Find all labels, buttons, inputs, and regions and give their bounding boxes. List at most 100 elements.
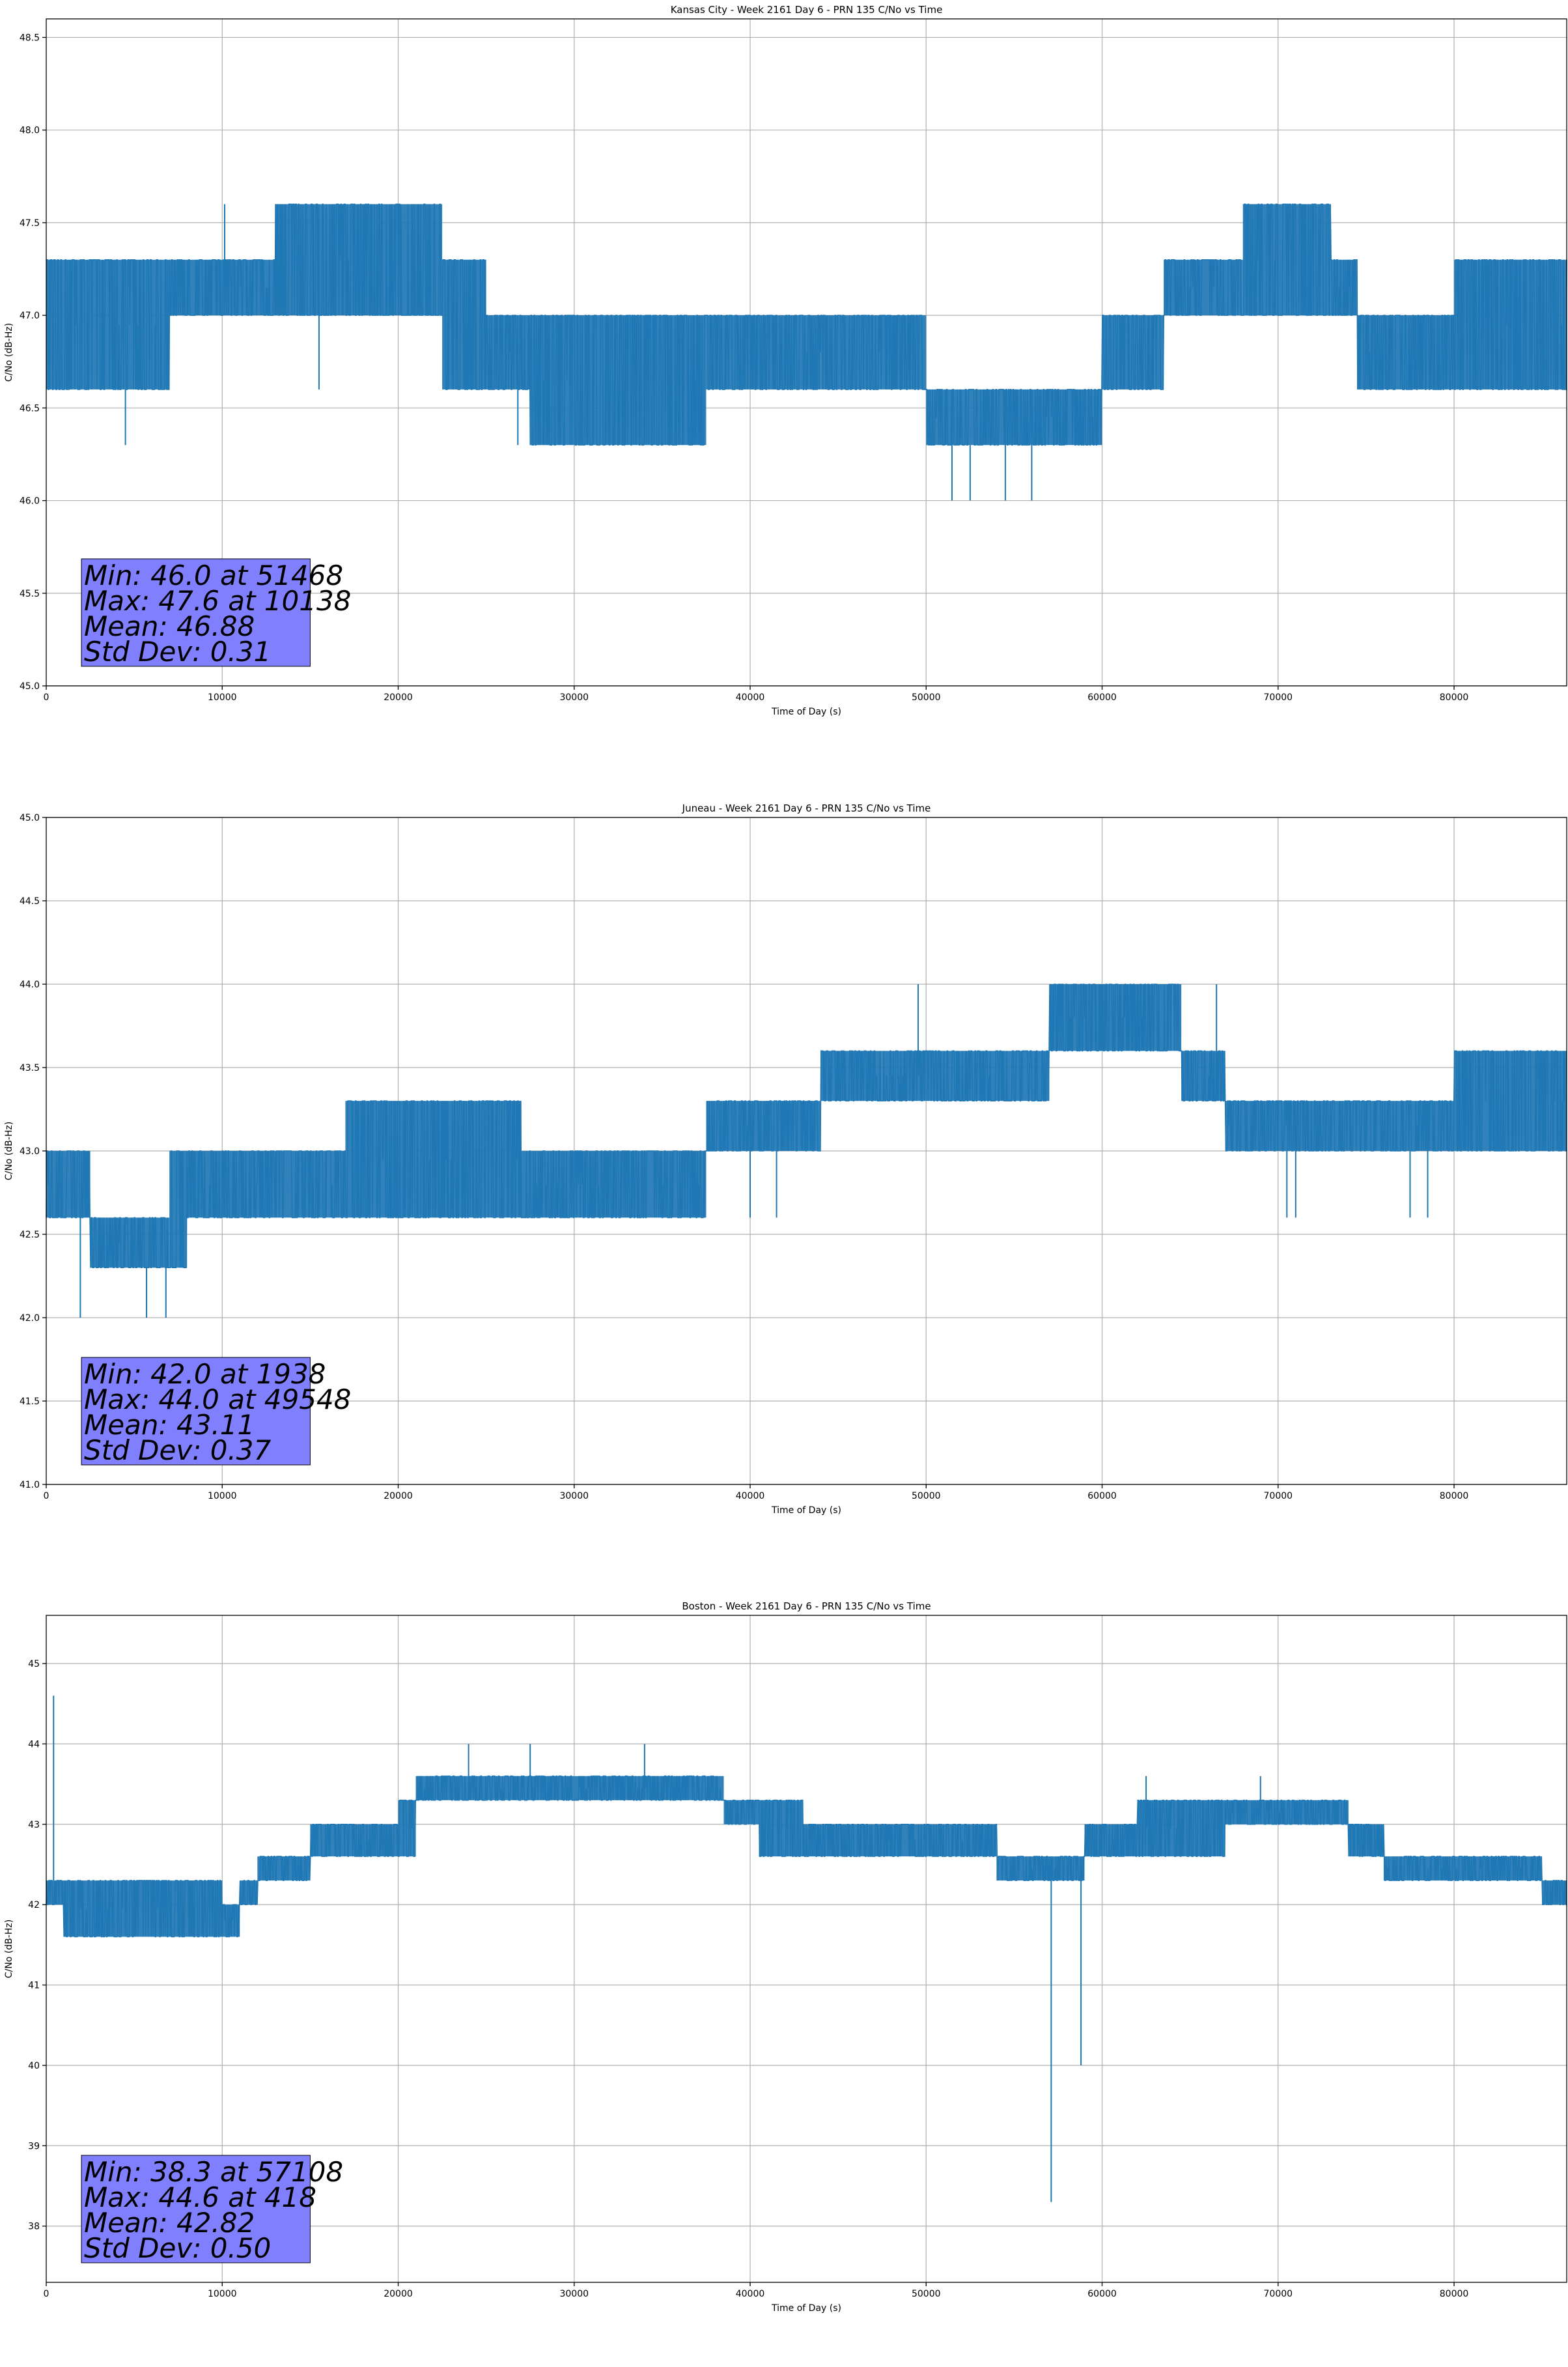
series-band bbox=[618, 315, 707, 446]
x-tick-label: 0 bbox=[44, 1491, 49, 1501]
y-tick-label: 42 bbox=[28, 1900, 40, 1910]
series-c-no bbox=[46, 203, 1567, 501]
x-axis: 0 10000 20000 30000 40000 50000 60000 70000 8000… bbox=[44, 1484, 1468, 1516]
series-band bbox=[1225, 1800, 1313, 1824]
stats-mean: Mean: 43.11 bbox=[84, 1409, 255, 1441]
series-band bbox=[134, 259, 170, 390]
stats-std-dev: Std Dev: 0.37 bbox=[84, 1434, 271, 1466]
series-band bbox=[1164, 259, 1243, 316]
chart-title: Juneau - Week 2161 Day 6 - PRN 135 C/No … bbox=[682, 802, 931, 814]
x-tick-label: 50000 bbox=[912, 1491, 941, 1501]
chart-title: Boston - Week 2161 Day 6 - PRN 135 C/No … bbox=[682, 1600, 931, 1612]
y-axis-label: C/No (dB-Hz) bbox=[4, 1122, 14, 1180]
series-band bbox=[706, 1101, 804, 1151]
x-tick-label: 40000 bbox=[736, 1491, 765, 1501]
series-band bbox=[169, 1151, 188, 1268]
series-band bbox=[803, 1824, 909, 1857]
x-axis-label: Time of Day (s) bbox=[771, 1505, 841, 1516]
y-axis-label: C/No (dB-Hz) bbox=[4, 1920, 14, 1978]
series-band bbox=[1383, 1856, 1455, 1881]
series-c-no bbox=[46, 1695, 1567, 2202]
chart-svg: Juneau - Week 2161 Day 6 - PRN 135 C/No … bbox=[4, 802, 1567, 1516]
series-band bbox=[803, 1101, 821, 1151]
series-band bbox=[1031, 1051, 1050, 1101]
series-band bbox=[486, 315, 531, 390]
plot-frame bbox=[46, 18, 1567, 687]
series-band bbox=[90, 1217, 170, 1268]
y-tick-label: 47.5 bbox=[20, 218, 40, 229]
series-band bbox=[1454, 1051, 1567, 1151]
stats-min: Min: 38.3 at 57108 bbox=[84, 2156, 343, 2188]
series-band bbox=[415, 1776, 504, 1800]
series-band bbox=[1348, 259, 1358, 316]
y-tick-label: 46.5 bbox=[20, 403, 40, 414]
x-tick-label: 50000 bbox=[912, 692, 941, 703]
y-tick-label: 45 bbox=[28, 1659, 40, 1669]
x-tick-label: 80000 bbox=[1440, 2289, 1469, 2299]
y-tick-label: 45.0 bbox=[20, 813, 40, 823]
y-tick-label: 43.5 bbox=[20, 1063, 40, 1073]
series-band bbox=[354, 1824, 399, 1857]
chart-title: Kansas City - Week 2161 Day 6 - PRN 135 … bbox=[671, 4, 943, 16]
y-tick-label: 41 bbox=[28, 1981, 40, 1991]
y-tick-label: 48.5 bbox=[20, 33, 40, 43]
series-band bbox=[1084, 389, 1102, 446]
series-band bbox=[1137, 1800, 1225, 1857]
y-tick-label: 45.5 bbox=[20, 589, 40, 599]
series-band bbox=[46, 259, 135, 390]
series-band bbox=[1542, 1880, 1567, 1905]
series-band bbox=[1155, 315, 1164, 390]
series-band bbox=[723, 1800, 759, 1824]
series-band bbox=[328, 1151, 346, 1218]
series-band bbox=[1049, 984, 1173, 1051]
series-band bbox=[169, 259, 275, 316]
y-tick-label: 41.0 bbox=[20, 1480, 40, 1490]
series-band bbox=[240, 1880, 258, 1905]
series-band bbox=[187, 1151, 328, 1218]
y-tick-label: 44 bbox=[28, 1739, 40, 1750]
x-tick-label: 30000 bbox=[559, 2289, 589, 2299]
series-band bbox=[1102, 315, 1155, 390]
series-band bbox=[697, 1151, 707, 1218]
series-band bbox=[908, 1824, 997, 1857]
x-tick-label: 70000 bbox=[1264, 2289, 1293, 2299]
x-tick-label: 20000 bbox=[384, 1491, 413, 1501]
x-axis: 0 10000 20000 30000 40000 50000 60000 70000 8000… bbox=[44, 686, 1468, 717]
series-band bbox=[204, 1880, 223, 1937]
stats-box-background bbox=[81, 2155, 311, 2263]
series-band bbox=[301, 1856, 311, 1881]
stats-std-dev: Std Dev: 0.31 bbox=[84, 636, 271, 668]
series-band bbox=[1172, 984, 1182, 1051]
y-tick-label: 47.0 bbox=[20, 311, 40, 321]
series-band bbox=[222, 1905, 236, 1937]
series-band bbox=[442, 259, 486, 390]
x-tick-label: 10000 bbox=[208, 1491, 237, 1501]
y-tick-label: 38 bbox=[28, 2222, 40, 2232]
series-band bbox=[1067, 1856, 1085, 1881]
series-band bbox=[873, 1051, 882, 1101]
x-tick-label: 0 bbox=[44, 692, 49, 703]
x-tick-label: 60000 bbox=[1087, 2289, 1117, 2299]
series-band bbox=[236, 1905, 240, 1937]
y-axis: 38 39 40 41 42 43 44 45 C/No (dB-Hz) bbox=[4, 1659, 46, 2232]
y-axis-label: C/No (dB-Hz) bbox=[4, 323, 14, 382]
series-band bbox=[415, 204, 443, 316]
series-band bbox=[926, 389, 1015, 446]
series-band bbox=[1014, 389, 1085, 446]
stats-mean: Mean: 42.82 bbox=[84, 2207, 255, 2239]
x-tick-label: 30000 bbox=[559, 692, 589, 703]
y-axis: 45.0 45.5 46.0 46.5 47.0 47.5 48.0 48.5 C/No (dB… bbox=[4, 33, 46, 692]
series-band bbox=[1365, 1101, 1455, 1151]
stats-std-dev: Std Dev: 0.50 bbox=[84, 2232, 271, 2264]
series-band bbox=[1454, 259, 1567, 390]
x-tick-label: 40000 bbox=[736, 2289, 765, 2299]
x-tick-label: 10000 bbox=[208, 692, 237, 703]
chart-panel-kansas-city: Kansas City - Week 2161 Day 6 - PRN 135 … bbox=[0, 0, 1568, 771]
y-tick-label: 42.0 bbox=[20, 1313, 40, 1324]
series-band bbox=[530, 315, 619, 446]
series-band bbox=[882, 1051, 1032, 1101]
series-band bbox=[1357, 315, 1455, 390]
series-band bbox=[1454, 1856, 1543, 1881]
